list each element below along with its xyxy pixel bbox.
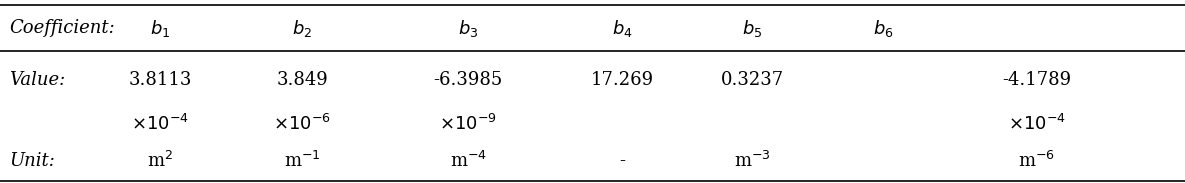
Text: $\times10^{-9}$: $\times10^{-9}$ [440,114,497,135]
Text: Coefficient:: Coefficient: [9,19,115,37]
Text: $b_3$: $b_3$ [457,18,479,39]
Text: m$^{-6}$: m$^{-6}$ [1018,151,1056,171]
Text: $b_4$: $b_4$ [611,18,633,39]
Text: -: - [619,152,626,170]
Text: 3.849: 3.849 [276,71,328,89]
Text: $\times10^{-4}$: $\times10^{-4}$ [132,114,188,135]
Text: $b_5$: $b_5$ [742,18,763,39]
Text: m$^{-3}$: m$^{-3}$ [734,151,771,171]
Text: 3.8113: 3.8113 [128,71,192,89]
Text: $b_2$: $b_2$ [292,18,313,39]
Text: $b_6$: $b_6$ [872,18,893,39]
Text: -6.3985: -6.3985 [434,71,502,89]
Text: m$^{-1}$: m$^{-1}$ [284,151,320,171]
Text: 0.3237: 0.3237 [720,71,784,89]
Text: m$^{-4}$: m$^{-4}$ [449,151,487,171]
Text: 17.269: 17.269 [590,71,654,89]
Text: $b_1$: $b_1$ [149,18,171,39]
Text: m$^2$: m$^2$ [147,151,173,171]
Text: $\times10^{-6}$: $\times10^{-6}$ [274,114,331,135]
Text: Unit:: Unit: [9,152,56,170]
Text: -4.1789: -4.1789 [1003,71,1071,89]
Text: Value:: Value: [9,71,65,89]
Text: $\times10^{-4}$: $\times10^{-4}$ [1008,114,1065,135]
